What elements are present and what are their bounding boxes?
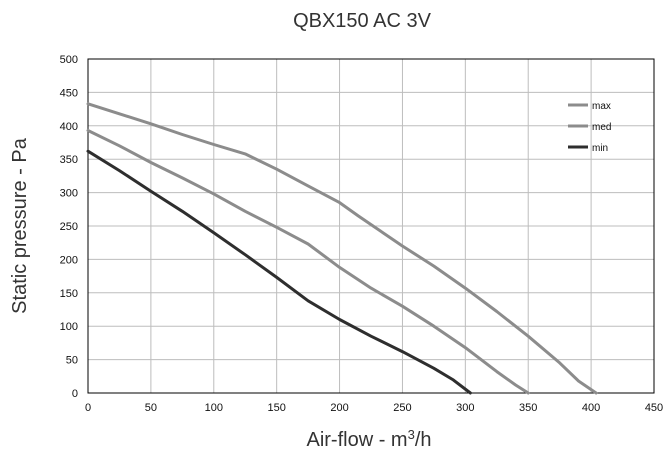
x-tick-label: 0 (85, 402, 91, 414)
x-tick-label: 350 (519, 402, 537, 414)
x-tick-label: 200 (330, 402, 348, 414)
x-tick-label: 400 (582, 402, 600, 414)
series-line-max (86, 102, 598, 395)
y-tick-labels: 0 50 100 150 200 250 300 350 400 450 500 (60, 54, 78, 400)
legend-label-min: min (592, 143, 608, 154)
y-axis-label: Static pressure - Pa (9, 137, 31, 314)
plot-frame (87, 58, 655, 394)
grid-lines (88, 59, 654, 393)
y-tick-label: 350 (60, 154, 78, 166)
series-line-med (86, 129, 530, 395)
y-tick-label: 450 (60, 87, 78, 99)
y-tick-label: 200 (60, 254, 78, 266)
x-tick-label: 250 (393, 402, 411, 414)
x-tick-label: 150 (267, 402, 285, 414)
series-line-min (86, 149, 472, 395)
legend: max med min (568, 101, 611, 154)
legend-label-max: max (592, 101, 611, 112)
y-tick-label: 400 (60, 121, 78, 133)
y-tick-label: 150 (60, 288, 78, 300)
chart-title: QBX150 AC 3V (293, 10, 432, 32)
y-tick-label: 250 (60, 221, 78, 233)
series-layer (86, 102, 598, 395)
x-tick-label: 50 (145, 402, 157, 414)
y-tick-label: 500 (60, 54, 78, 66)
x-axis-label: Air-flow - m3/h (306, 427, 431, 452)
x-tick-label: 300 (456, 402, 474, 414)
y-tick-label: 100 (60, 321, 78, 333)
y-tick-label: 300 (60, 188, 78, 200)
x-tick-label: 100 (205, 402, 223, 414)
legend-label-med: med (592, 122, 611, 133)
x-tick-labels: 0 50 100 150 200 250 300 350 400 450 (85, 402, 663, 414)
y-tick-label: 0 (72, 388, 78, 400)
x-tick-label: 450 (645, 402, 663, 414)
y-tick-label: 50 (66, 355, 78, 367)
